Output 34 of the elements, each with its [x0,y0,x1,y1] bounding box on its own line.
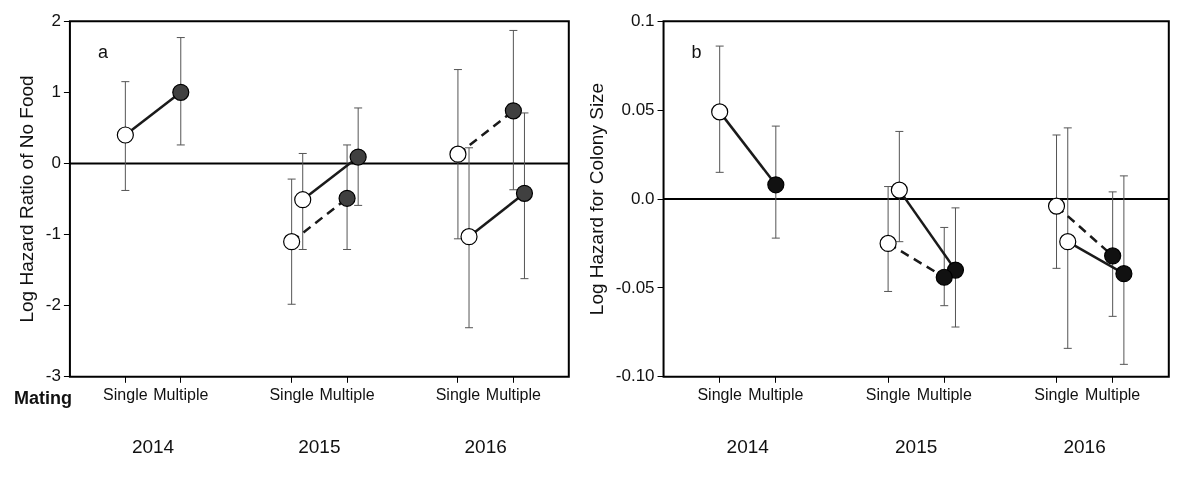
x-tick-label: Multiple [916,385,972,403]
text: 2015 [895,436,938,458]
y-tick-label: -0.05 [615,277,655,297]
y-tick-label: 0.05 [621,99,655,119]
text: 2016 [1063,436,1106,458]
x-tick-label: Multiple [153,385,209,403]
x-tick-label: Multiple [319,385,375,403]
y-tick-label: 2 [51,10,61,30]
y-axis-title: Log Hazard for Colony Size [585,82,607,316]
x-tick-label: Multiple [485,385,542,403]
x-tick-label: Single [269,385,314,403]
text: Mating [13,387,72,408]
annotation: b [691,42,702,63]
text: 2014 [131,436,175,458]
y-tick-label: -3 [45,366,61,386]
y-tick-label: -2 [45,295,61,315]
annotation: a [97,42,109,63]
y-tick-label: -0.10 [615,366,655,386]
x-tick-label: Single [1034,385,1079,403]
y-tick-label: -1 [45,224,61,244]
y-tick-label: 0 [51,153,61,173]
x-tick-label: Single [865,385,911,403]
y-tick-label: 0.0 [630,188,655,208]
text: 2015 [298,436,341,458]
text: 2014 [726,436,770,458]
x-tick-label: Multiple [1085,385,1141,403]
text: 2016 [464,436,507,458]
y-tick-label: 1 [51,82,61,102]
x-tick-label: Multiple [748,385,804,403]
y-axis-title: Log Hazard Ratio of No Food [15,75,37,323]
y-tick-label: 0.1 [630,10,655,30]
x-tick-label: Single [103,385,148,403]
x-tick-label: Single [697,385,743,403]
x-tick-label: Single [435,385,481,403]
